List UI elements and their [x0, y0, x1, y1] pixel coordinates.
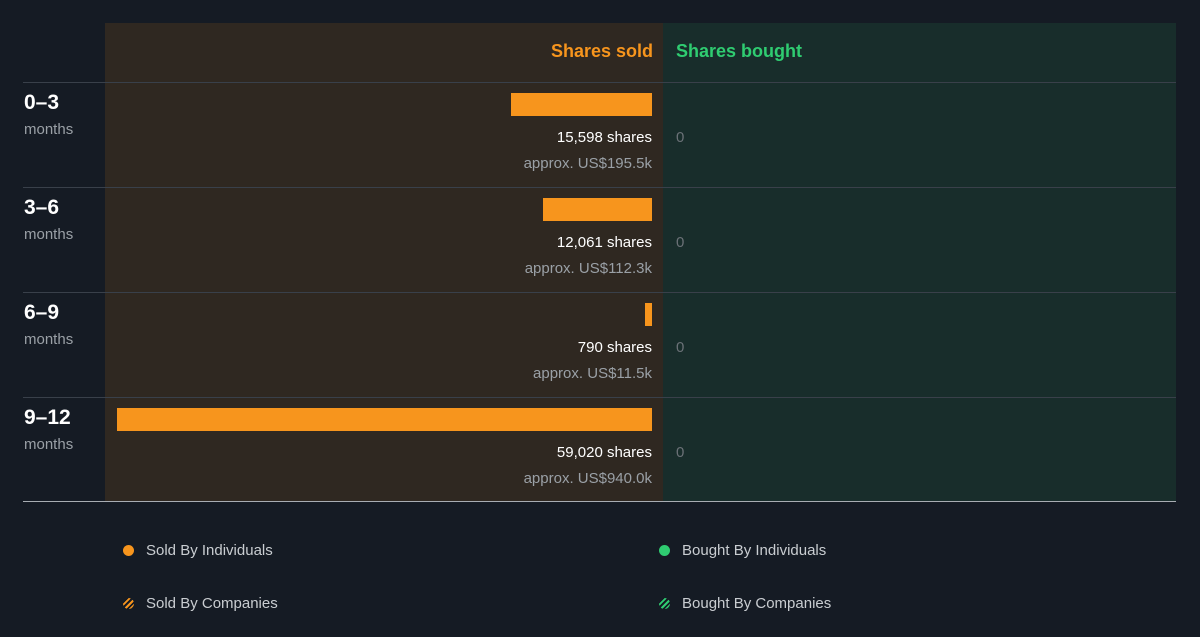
- green-striped-dot-icon: [659, 598, 670, 609]
- period-range: 0–3: [24, 91, 60, 114]
- period-range: 3–6: [24, 196, 60, 219]
- row-divider: [23, 82, 1176, 83]
- legend-bought-companies: Bought By Companies: [659, 595, 831, 612]
- period-unit: months: [24, 436, 74, 453]
- legend-label: Bought By Companies: [682, 595, 832, 612]
- sold-shares-label: 12,061 shares: [556, 234, 652, 251]
- sold-shares-label: 59,020 shares: [556, 444, 652, 461]
- shares-bought-header: Shares bought: [676, 41, 803, 61]
- period-range: 9–12: [24, 406, 71, 429]
- sold-bar[interactable]: [543, 198, 652, 221]
- row-divider: [23, 397, 1176, 398]
- bought-shares-label: 0: [676, 339, 685, 356]
- period-range: 6–9: [24, 301, 60, 324]
- legend-sold-individuals: Sold By Individuals: [123, 542, 273, 559]
- sold-bar[interactable]: [117, 408, 652, 431]
- sold-bar[interactable]: [645, 303, 652, 326]
- period-label: 3–6 months: [24, 196, 104, 243]
- sold-shares-label: 790 shares: [577, 339, 652, 356]
- bought-shares-label: 0: [676, 234, 685, 251]
- chart-baseline: [23, 501, 1176, 502]
- orange-striped-dot-icon: [123, 598, 134, 609]
- period-unit: months: [24, 331, 74, 348]
- bought-shares-label: 0: [676, 129, 685, 146]
- sold-value-label: approx. US$11.5k: [533, 365, 652, 382]
- legend-label: Sold By Individuals: [146, 542, 273, 559]
- legend-sold-companies: Sold By Companies: [123, 595, 278, 612]
- period-label: 9–12 months: [24, 406, 104, 453]
- green-dot-icon: [659, 545, 670, 556]
- period-unit: months: [24, 121, 74, 138]
- row-divider: [23, 292, 1176, 293]
- legend-label: Bought By Individuals: [682, 542, 827, 559]
- orange-dot-icon: [123, 545, 134, 556]
- sold-value-label: approx. US$195.5k: [523, 155, 652, 172]
- legend-bought-individuals: Bought By Individuals: [659, 542, 826, 559]
- sold-value-label: approx. US$112.3k: [524, 260, 652, 277]
- sold-bar[interactable]: [511, 93, 652, 116]
- legend-label: Sold By Companies: [146, 595, 278, 612]
- sold-shares-label: 15,598 shares: [556, 129, 652, 146]
- period-label: 0–3 months: [24, 91, 104, 138]
- period-unit: months: [24, 226, 74, 243]
- bought-shares-label: 0: [676, 444, 685, 461]
- sold-value-label: approx. US$940.0k: [523, 470, 652, 487]
- row-divider: [23, 187, 1176, 188]
- shares-bought-panel: [663, 23, 1176, 501]
- shares-sold-header: Shares sold: [550, 41, 653, 61]
- period-label: 6–9 months: [24, 301, 104, 348]
